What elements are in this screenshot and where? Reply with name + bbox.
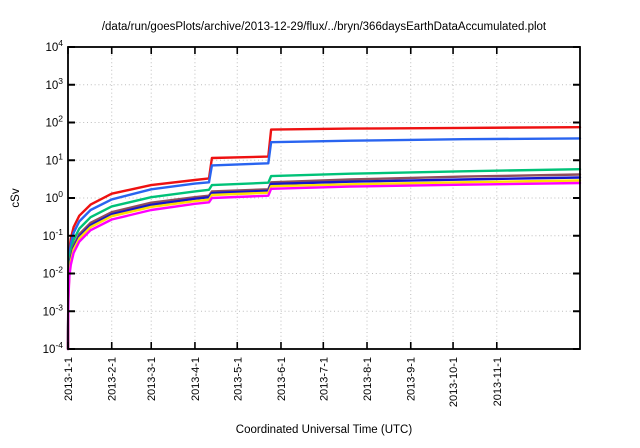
x-tick-label: 2013-1-1 <box>63 357 75 401</box>
curve-brown <box>66 173 582 351</box>
x-tick-label: 2013-9-1 <box>406 357 418 401</box>
y-tick-label: 103 <box>45 76 63 92</box>
chart-title: /data/run/goesPlots/archive/2013-12-29/f… <box>101 21 547 33</box>
y-tick-label: 10-4 <box>43 340 64 356</box>
x-tick-label: 2013-6-1 <box>276 357 288 401</box>
x-tick-label: 2013-8-1 <box>362 357 374 401</box>
curve-blue <box>66 137 582 351</box>
curve-magenta <box>66 181 582 351</box>
x-tick-label: 2013-7-1 <box>318 357 330 401</box>
y-tick-label: 10-2 <box>43 265 64 281</box>
x-tick-label: 2013-11-1 <box>492 357 504 406</box>
y-tick-label: 102 <box>45 114 63 130</box>
y-tick-label: 100 <box>45 189 63 205</box>
y-tick-label: 101 <box>45 151 63 167</box>
x-tick-label: 2013-3-1 <box>146 357 158 401</box>
x-tick-label: 2013-5-1 <box>232 357 244 401</box>
curve-spring-green <box>66 167 582 351</box>
y-axis-title: cSv <box>10 188 22 208</box>
y-tick-label: 104 <box>45 38 63 54</box>
y-tick-label: 10-3 <box>43 302 64 318</box>
x-axis-title: Coordinated Universal Time (UTC) <box>235 424 413 436</box>
x-tick-label: 2013-2-1 <box>107 357 119 401</box>
y-tick-label: 10-1 <box>43 227 64 243</box>
x-tick-label: 2013-4-1 <box>190 357 202 401</box>
x-tick-label: 2013-10-1 <box>448 357 460 407</box>
